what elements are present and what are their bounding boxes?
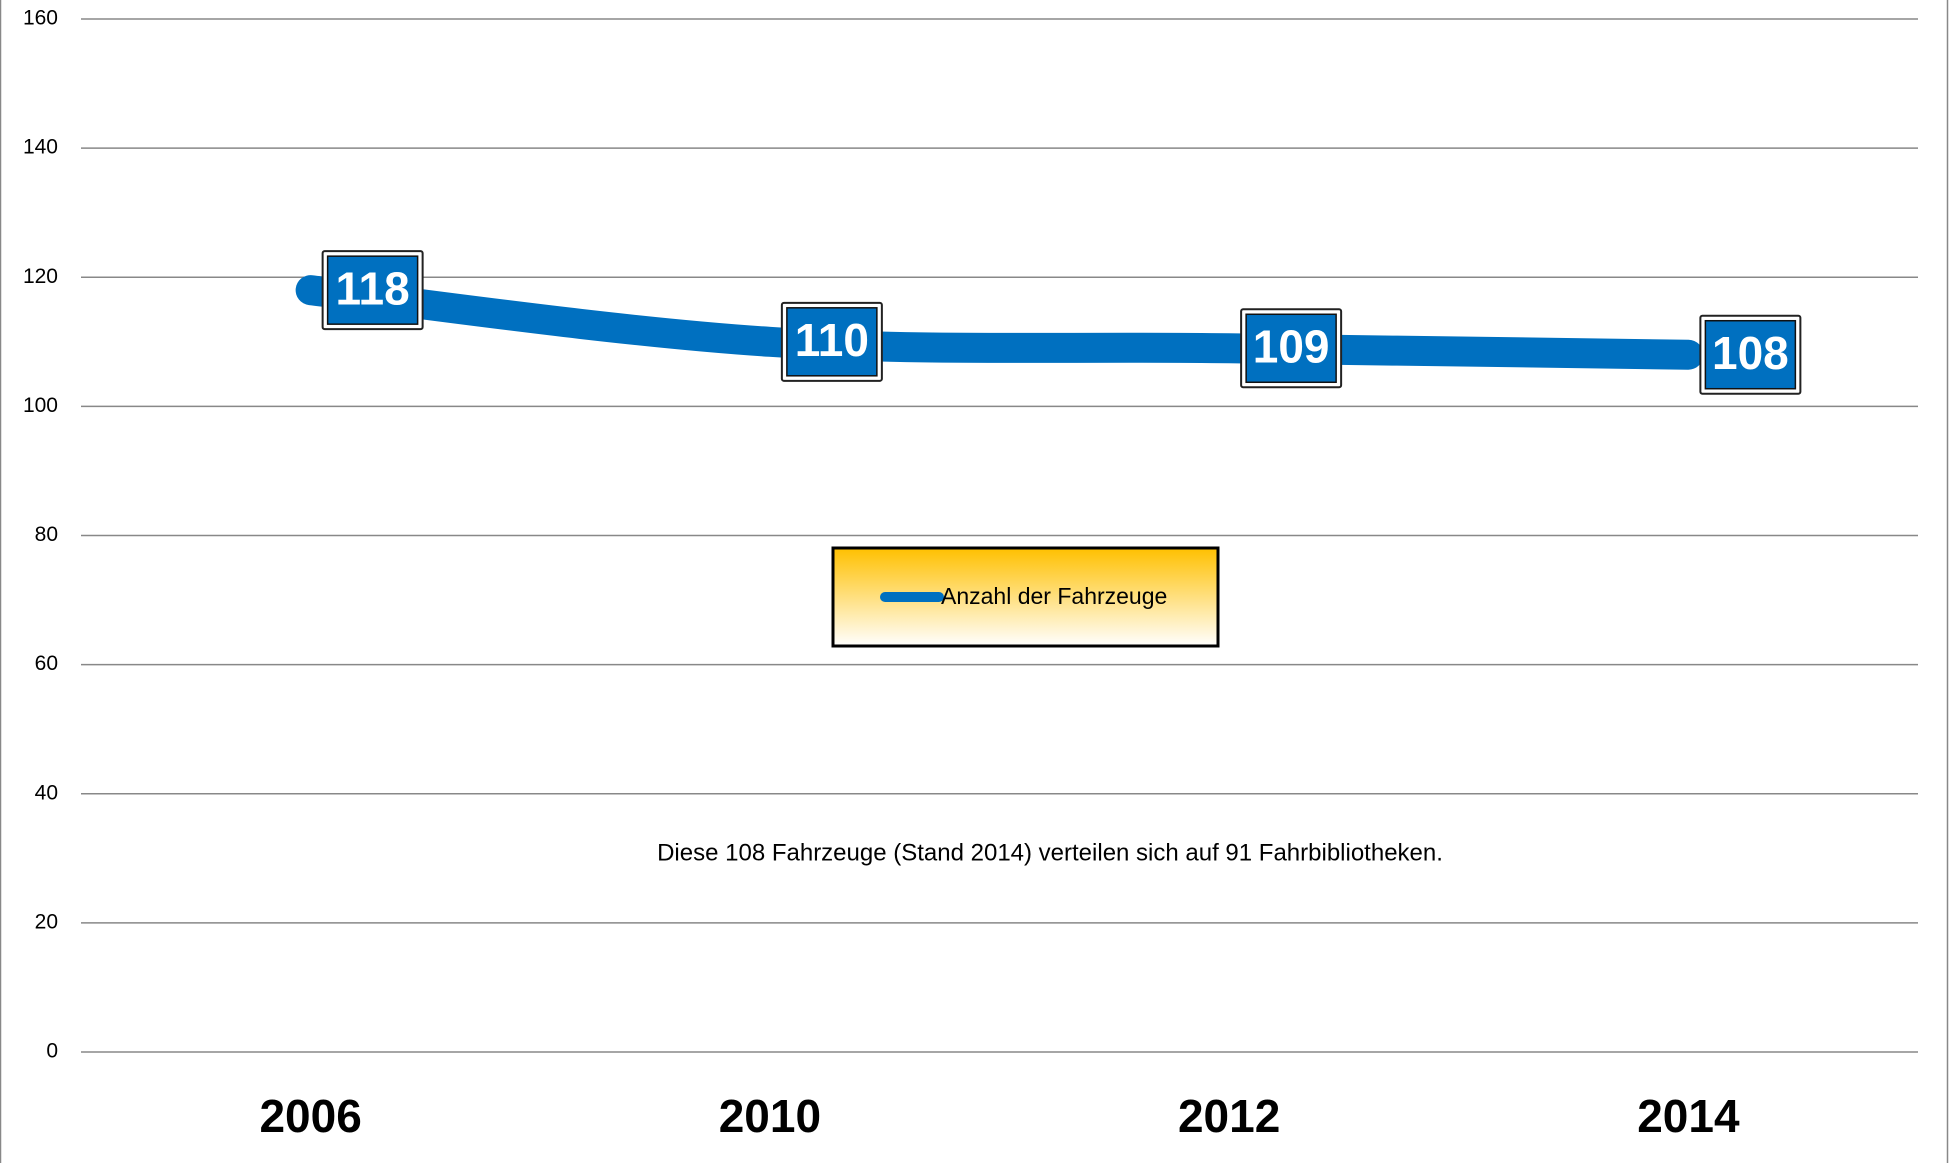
x-tick-label: 2012 [1178, 1090, 1280, 1142]
data-label: 109 [1253, 320, 1330, 372]
series-line [295, 275, 1704, 370]
x-tick-label: 2006 [259, 1090, 361, 1142]
y-tick-label: 120 [23, 265, 58, 288]
data-label: 110 [795, 314, 869, 366]
y-tick-label: 60 [35, 652, 58, 675]
y-tick-label: 40 [35, 781, 58, 804]
y-tick-label: 100 [23, 394, 58, 417]
annotation: Diese 108 Fahrzeuge (Stand 2014) verteil… [657, 839, 1443, 866]
data-label-box-inner [1245, 313, 1337, 384]
data-label-box-inner [326, 255, 419, 325]
data-label-box-inner [786, 307, 878, 377]
data-label-box-inner [1704, 319, 1797, 390]
y-tick-label: 80 [35, 523, 58, 546]
data-label: 108 [1712, 327, 1789, 379]
data-label: 118 [336, 262, 410, 314]
y-tick-label: 140 [23, 136, 58, 159]
y-tick-label: 20 [35, 910, 58, 933]
x-tick-label: 2010 [719, 1090, 821, 1142]
legend-label: Anzahl der Fahrzeuge [941, 583, 1167, 609]
y-tick-label: 160 [23, 7, 58, 30]
y-tick-label: 0 [46, 1040, 58, 1063]
x-tick-label: 2014 [1637, 1090, 1740, 1142]
